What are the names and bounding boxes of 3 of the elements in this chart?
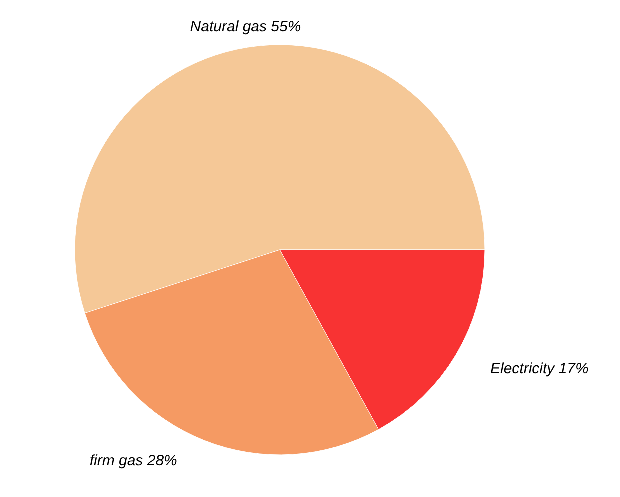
slice-label: firm gas 28% bbox=[90, 452, 178, 470]
slice-label: Electricity 17% bbox=[490, 360, 589, 378]
slice-label: Natural gas 55% bbox=[190, 18, 302, 36]
